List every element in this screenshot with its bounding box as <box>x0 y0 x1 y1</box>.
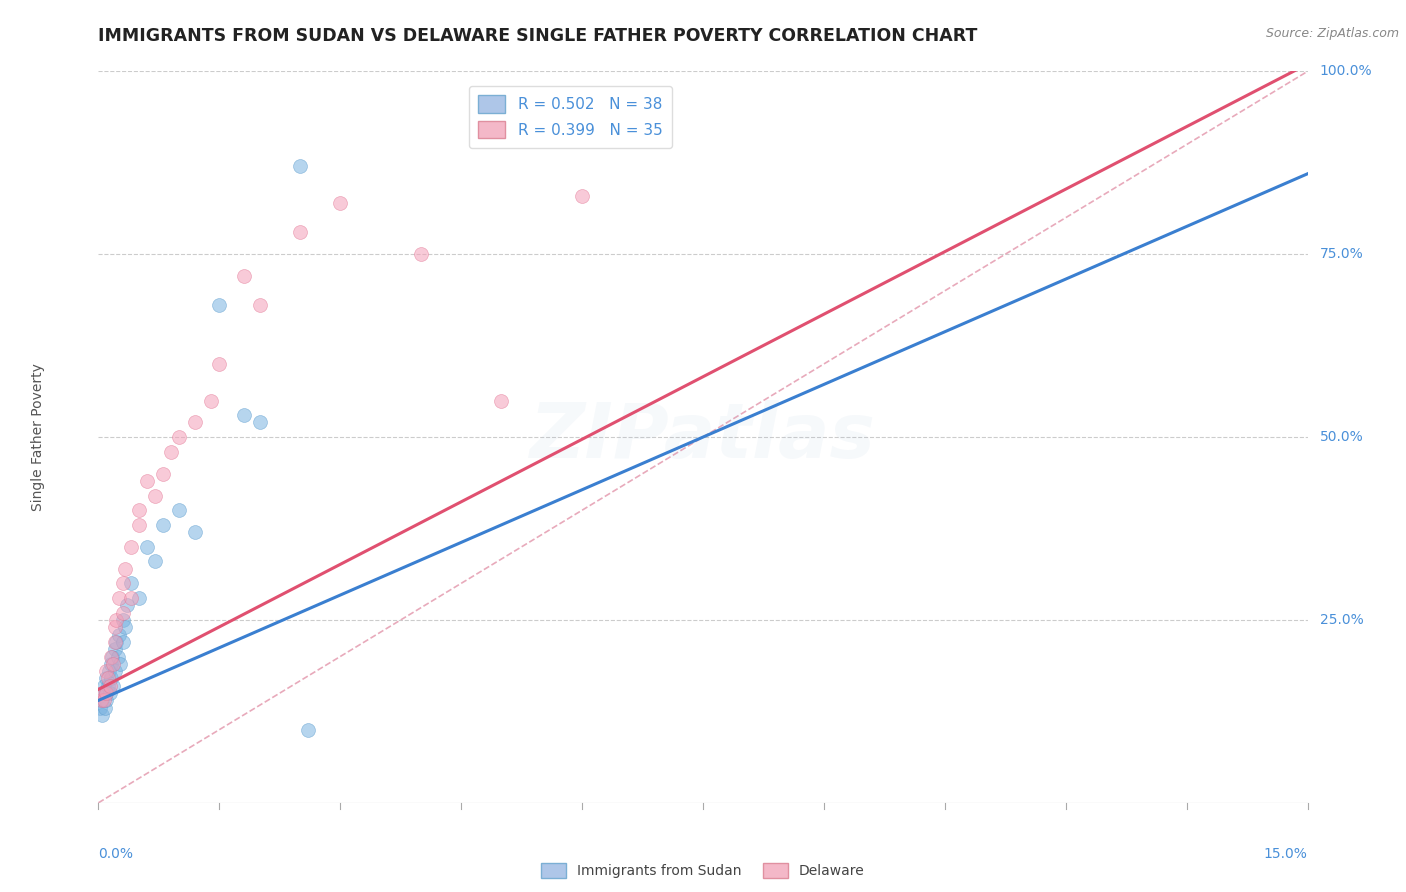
Point <box>111 635 134 649</box>
Point <box>200 393 222 408</box>
Text: Single Father Poverty: Single Father Poverty <box>31 363 45 511</box>
Point <box>101 649 124 664</box>
Point <box>143 554 166 568</box>
Point <box>107 649 129 664</box>
Point <box>120 540 142 554</box>
Point <box>94 693 117 707</box>
Point <box>97 664 120 678</box>
Point <box>96 686 118 700</box>
Point <box>249 298 271 312</box>
Point <box>103 664 125 678</box>
Point <box>97 672 120 686</box>
Point <box>105 613 128 627</box>
Point <box>115 599 138 613</box>
Point <box>103 620 125 634</box>
Text: ZIPatlas: ZIPatlas <box>530 401 876 474</box>
Point <box>103 635 125 649</box>
Point <box>297 723 319 737</box>
Text: 75.0%: 75.0% <box>1320 247 1364 261</box>
Point <box>101 679 124 693</box>
Point <box>288 225 311 239</box>
Point <box>114 620 136 634</box>
Point <box>232 269 254 284</box>
Point <box>101 657 124 671</box>
Point <box>89 700 111 714</box>
Point <box>167 503 190 517</box>
Text: 15.0%: 15.0% <box>1264 847 1308 861</box>
Point <box>108 657 131 671</box>
Point <box>232 408 254 422</box>
Point <box>329 196 352 211</box>
Text: Source: ZipAtlas.com: Source: ZipAtlas.com <box>1265 27 1399 40</box>
Point <box>114 562 136 576</box>
Point <box>111 613 134 627</box>
Point <box>152 467 174 481</box>
Point <box>111 576 134 591</box>
Text: 25.0%: 25.0% <box>1320 613 1364 627</box>
Point <box>167 430 190 444</box>
Point <box>100 672 122 686</box>
Point <box>135 474 157 488</box>
Point <box>409 247 432 261</box>
Text: 100.0%: 100.0% <box>1320 64 1372 78</box>
Point <box>143 489 166 503</box>
Point <box>208 357 231 371</box>
Text: 50.0%: 50.0% <box>1320 430 1364 444</box>
Point <box>91 686 114 700</box>
Legend: Immigrants from Sudan, Delaware: Immigrants from Sudan, Delaware <box>536 858 870 884</box>
Point <box>107 591 129 605</box>
Text: IMMIGRANTS FROM SUDAN VS DELAWARE SINGLE FATHER POVERTY CORRELATION CHART: IMMIGRANTS FROM SUDAN VS DELAWARE SINGLE… <box>98 27 977 45</box>
Text: 0.0%: 0.0% <box>98 847 134 861</box>
Point <box>128 503 150 517</box>
Point <box>105 635 128 649</box>
Point <box>491 393 513 408</box>
Point <box>571 188 593 202</box>
Point <box>96 672 118 686</box>
Point <box>135 540 157 554</box>
Point <box>288 160 311 174</box>
Point <box>98 686 121 700</box>
Point <box>128 517 150 532</box>
Point <box>152 517 174 532</box>
Point <box>90 693 112 707</box>
Point <box>98 679 121 693</box>
Point <box>96 664 118 678</box>
Point <box>93 679 115 693</box>
Point <box>100 649 122 664</box>
Point <box>160 444 183 458</box>
Point <box>94 686 117 700</box>
Point <box>90 693 112 707</box>
Point <box>184 416 207 430</box>
Point <box>93 693 115 707</box>
Point <box>208 298 231 312</box>
Point <box>100 657 122 671</box>
Point <box>91 686 114 700</box>
Point <box>249 416 271 430</box>
Point <box>94 700 117 714</box>
Point <box>120 576 142 591</box>
Point <box>91 708 114 723</box>
Point <box>120 591 142 605</box>
Point <box>128 591 150 605</box>
Point <box>111 606 134 620</box>
Point <box>184 525 207 540</box>
Point <box>97 679 120 693</box>
Point <box>107 627 129 641</box>
Point <box>103 642 125 657</box>
